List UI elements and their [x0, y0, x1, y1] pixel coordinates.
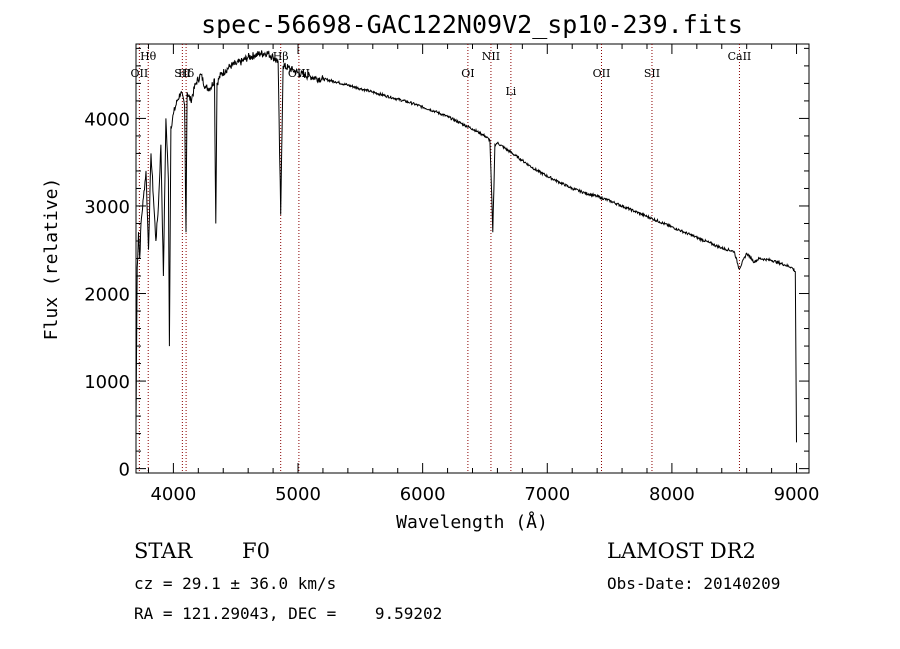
plot-frame: [135, 43, 810, 474]
line-label-sii: SII: [174, 67, 190, 80]
spectrum-line: [135, 50, 797, 443]
axis-ticks: 4000 5000 6000 7000 8000 9000 0 1000 2000 3000 400…: [84, 44, 819, 505]
coordinates-text: RA = 121.29043, DEC = 9.59202: [134, 604, 443, 623]
line-label-hθ: Hθ: [140, 50, 157, 63]
chart-title: spec-56698-GAC122N09V2_sp10-239.fits: [201, 10, 743, 39]
line-label-caii: CaII: [728, 50, 752, 63]
object-subclass: F0: [242, 539, 270, 563]
y-tick-label: 3000: [84, 197, 130, 218]
survey-name: LAMOST DR2: [607, 539, 756, 563]
x-tick-label: 9000: [774, 484, 820, 505]
line-label-nii: NII: [482, 50, 500, 63]
redshift-text: cz = 29.1 ± 36.0 km/s: [134, 574, 337, 593]
line-label-oii: OII: [131, 67, 149, 80]
y-tick-label: 1000: [84, 372, 130, 393]
line-label-sii: SII: [644, 67, 660, 80]
obs-date-text: Obs-Date: 20140209: [607, 574, 781, 593]
x-tick-label: 5000: [275, 484, 321, 505]
y-tick-label: 0: [119, 460, 130, 481]
object-class: STAR: [134, 539, 193, 563]
x-tick-label: 4000: [150, 484, 196, 505]
line-label-oi: OI: [461, 67, 474, 80]
line-label-li: Li: [505, 85, 516, 98]
line-label-hδ: Hδ: [178, 67, 195, 80]
y-tick-label: 4000: [84, 109, 130, 130]
x-tick-label: 6000: [400, 484, 446, 505]
x-axis-label: Wavelength (Å): [396, 511, 548, 533]
y-tick-label: 2000: [84, 285, 130, 306]
y-axis-label: Flux (relative): [41, 178, 62, 341]
line-label-oii: OII: [593, 67, 611, 80]
x-tick-label: 7000: [524, 484, 570, 505]
x-tick-label: 8000: [649, 484, 695, 505]
